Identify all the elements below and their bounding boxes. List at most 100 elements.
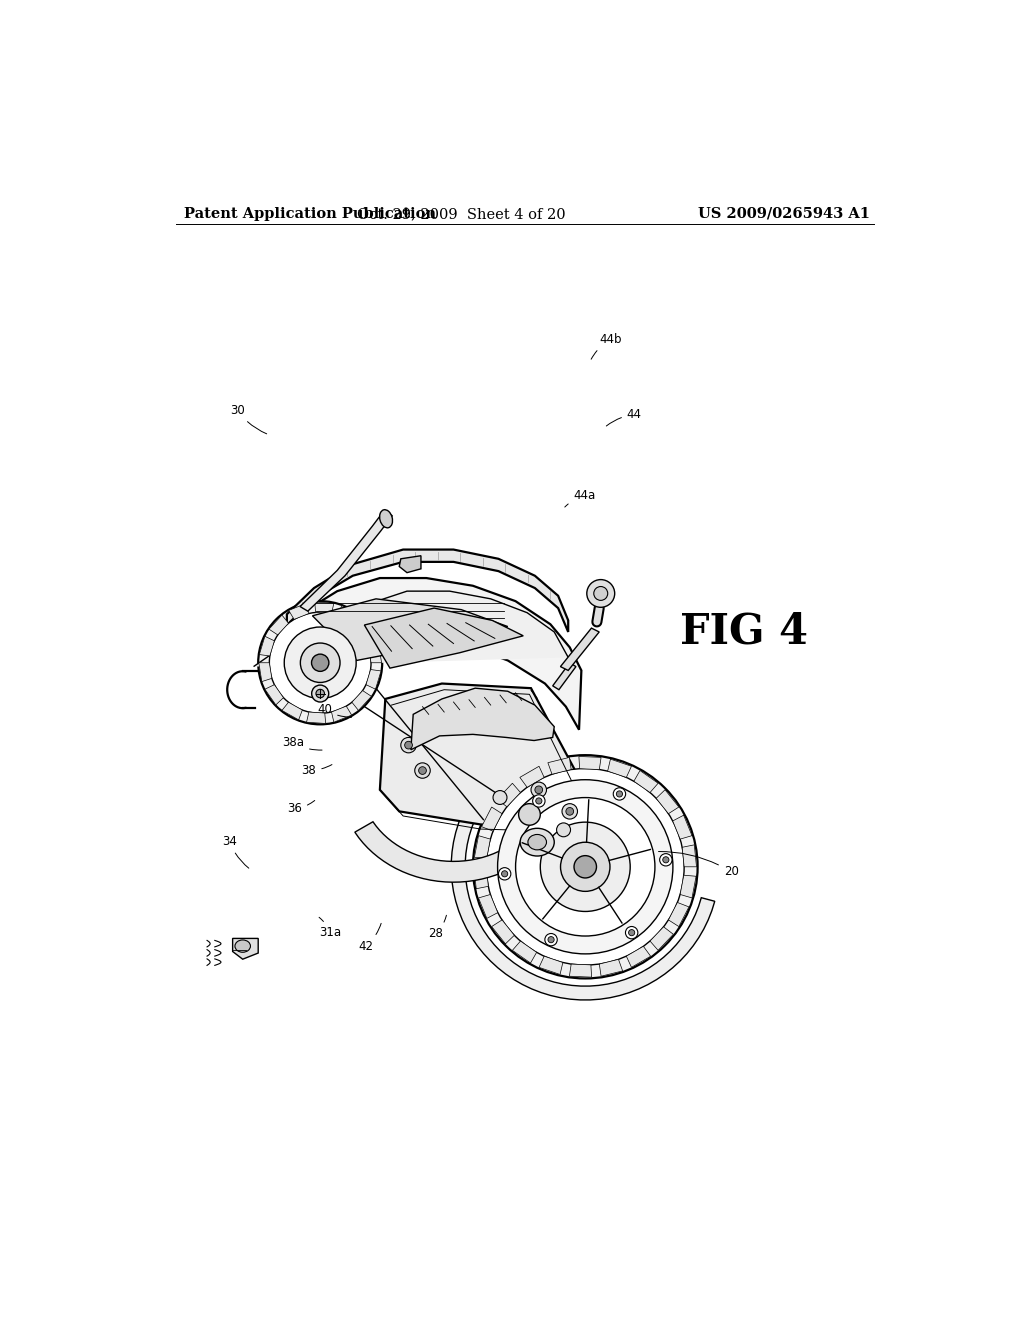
Polygon shape <box>656 789 679 813</box>
Ellipse shape <box>400 738 417 752</box>
Polygon shape <box>369 644 382 663</box>
Polygon shape <box>548 758 571 775</box>
Text: 44: 44 <box>606 408 642 426</box>
Ellipse shape <box>285 627 356 698</box>
Ellipse shape <box>535 785 543 793</box>
Ellipse shape <box>574 855 597 878</box>
Text: US 2009/0265943 A1: US 2009/0265943 A1 <box>698 207 870 220</box>
Ellipse shape <box>663 857 669 863</box>
Ellipse shape <box>587 579 614 607</box>
Ellipse shape <box>629 929 635 936</box>
Polygon shape <box>254 591 568 667</box>
Polygon shape <box>682 845 696 867</box>
Text: 34: 34 <box>222 836 249 869</box>
Polygon shape <box>357 620 376 640</box>
Polygon shape <box>650 927 674 950</box>
Ellipse shape <box>311 655 329 672</box>
Polygon shape <box>355 789 567 882</box>
Text: 38: 38 <box>301 764 332 776</box>
Text: 30: 30 <box>230 404 266 434</box>
Polygon shape <box>265 685 284 705</box>
Polygon shape <box>569 964 592 977</box>
Ellipse shape <box>515 797 655 936</box>
Ellipse shape <box>532 795 545 807</box>
Ellipse shape <box>269 612 371 713</box>
Polygon shape <box>314 602 334 614</box>
Ellipse shape <box>541 822 630 911</box>
Polygon shape <box>269 615 289 635</box>
Polygon shape <box>366 669 381 689</box>
Ellipse shape <box>499 867 511 880</box>
Polygon shape <box>332 706 351 722</box>
Polygon shape <box>411 688 554 750</box>
Polygon shape <box>481 807 502 832</box>
Text: Oct. 29, 2009  Sheet 4 of 20: Oct. 29, 2009 Sheet 4 of 20 <box>357 207 565 220</box>
Ellipse shape <box>531 781 547 797</box>
Polygon shape <box>634 771 658 792</box>
Polygon shape <box>287 549 568 632</box>
Ellipse shape <box>545 933 557 946</box>
Text: 38a: 38a <box>282 737 322 750</box>
Ellipse shape <box>560 842 610 891</box>
Text: 31a: 31a <box>319 917 341 940</box>
Polygon shape <box>365 609 523 668</box>
Ellipse shape <box>562 804 578 818</box>
Ellipse shape <box>316 689 325 698</box>
Ellipse shape <box>520 829 554 857</box>
Polygon shape <box>599 960 623 977</box>
Text: 20: 20 <box>658 851 738 878</box>
Ellipse shape <box>594 586 607 601</box>
Polygon shape <box>680 875 696 898</box>
Ellipse shape <box>548 937 554 942</box>
Ellipse shape <box>613 788 626 800</box>
Ellipse shape <box>486 768 684 965</box>
Polygon shape <box>474 836 490 858</box>
Ellipse shape <box>557 822 570 837</box>
Text: 40: 40 <box>317 702 351 717</box>
Polygon shape <box>553 663 575 689</box>
Polygon shape <box>282 702 302 719</box>
Polygon shape <box>338 606 358 623</box>
Ellipse shape <box>493 791 507 804</box>
Polygon shape <box>607 759 632 777</box>
Ellipse shape <box>528 834 547 850</box>
Text: Patent Application Publication: Patent Application Publication <box>183 207 435 220</box>
Polygon shape <box>492 920 514 944</box>
Text: 28: 28 <box>428 915 446 940</box>
Ellipse shape <box>404 742 413 748</box>
Polygon shape <box>474 867 488 888</box>
Polygon shape <box>497 783 520 807</box>
Polygon shape <box>289 603 309 619</box>
Polygon shape <box>259 663 271 681</box>
Ellipse shape <box>518 804 541 825</box>
Text: FIG 4: FIG 4 <box>680 610 808 652</box>
Polygon shape <box>232 939 258 960</box>
Polygon shape <box>560 628 599 671</box>
Ellipse shape <box>659 854 672 866</box>
Ellipse shape <box>616 791 623 797</box>
Ellipse shape <box>626 927 638 939</box>
Ellipse shape <box>234 940 251 952</box>
Polygon shape <box>627 946 650 968</box>
Ellipse shape <box>473 755 697 978</box>
Ellipse shape <box>498 780 673 954</box>
Polygon shape <box>512 941 537 964</box>
Polygon shape <box>539 956 563 974</box>
Polygon shape <box>352 690 372 710</box>
Ellipse shape <box>300 643 340 682</box>
Polygon shape <box>259 636 274 656</box>
Text: 36: 36 <box>287 800 314 816</box>
Polygon shape <box>312 599 508 660</box>
Polygon shape <box>520 766 544 787</box>
Text: 44b: 44b <box>591 333 622 359</box>
Ellipse shape <box>566 808 573 816</box>
Ellipse shape <box>419 767 426 775</box>
Ellipse shape <box>258 601 382 725</box>
Ellipse shape <box>311 685 329 702</box>
Polygon shape <box>300 511 392 611</box>
Polygon shape <box>380 684 587 826</box>
Ellipse shape <box>380 510 392 528</box>
Ellipse shape <box>502 871 508 876</box>
Text: 42: 42 <box>358 924 381 953</box>
Polygon shape <box>399 556 421 573</box>
